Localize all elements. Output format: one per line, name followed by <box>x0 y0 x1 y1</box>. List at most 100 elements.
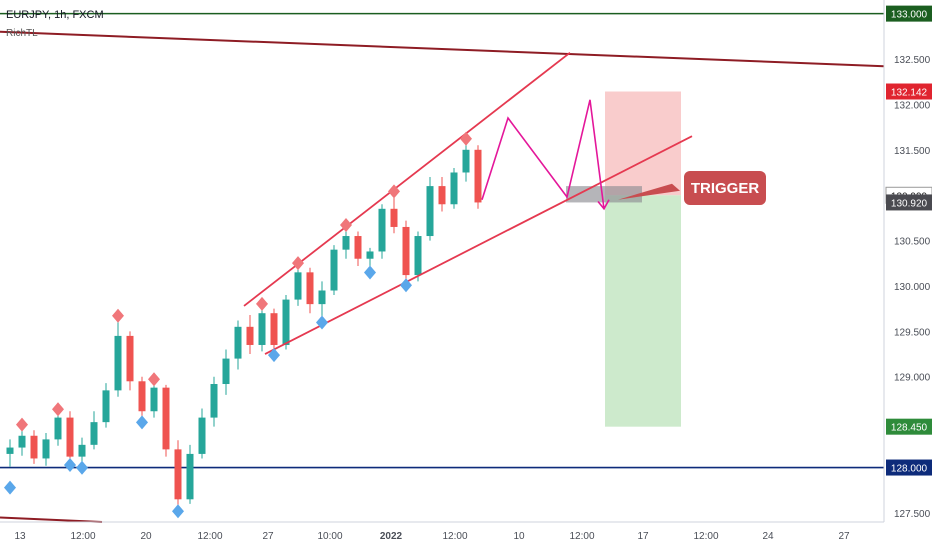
time-tick-label: 12:00 <box>197 531 222 542</box>
candle-body[interactable] <box>270 313 278 345</box>
candle-body[interactable] <box>330 249 338 291</box>
candle-body[interactable] <box>318 290 326 305</box>
swing-low-marker <box>136 415 148 430</box>
candle-body[interactable] <box>198 417 206 454</box>
candle-body[interactable] <box>234 326 242 359</box>
time-tick-label: 12:00 <box>442 531 467 542</box>
swing-low-marker <box>316 315 328 330</box>
swing-low-marker <box>268 348 280 363</box>
swing-low-marker <box>172 504 184 519</box>
price-label-text: 128.000 <box>891 464 928 475</box>
channel-lower-line[interactable] <box>264 135 693 355</box>
price-tick-label: 132.000 <box>894 100 931 111</box>
time-tick-label: 2022 <box>380 531 403 542</box>
candle-body[interactable] <box>54 417 62 440</box>
swing-low-marker <box>76 460 88 475</box>
candle-body[interactable] <box>162 387 170 450</box>
candle-body[interactable] <box>126 335 134 382</box>
swing-high-marker <box>148 372 160 387</box>
candle-body[interactable] <box>414 236 422 276</box>
swing-low-marker <box>364 265 376 280</box>
symbol-title: EURJPY, 1h, FXCM <box>6 9 104 21</box>
swing-high-marker <box>460 131 472 146</box>
price-label-text: 133.000 <box>891 10 928 21</box>
time-tick-label: 12:00 <box>70 531 95 542</box>
candle-body[interactable] <box>18 435 26 448</box>
time-tick-label: 17 <box>637 531 649 542</box>
price-tick-label: 131.500 <box>894 146 931 157</box>
projection-arrowhead <box>597 199 610 211</box>
candle-body[interactable] <box>138 381 146 412</box>
candle-body[interactable] <box>306 272 314 305</box>
candle-body[interactable] <box>450 172 458 205</box>
take-profit-zone <box>605 195 681 427</box>
candle-body[interactable] <box>258 313 266 345</box>
swing-high-marker <box>340 217 352 232</box>
candle-body[interactable] <box>78 444 86 457</box>
price-label-text: 128.450 <box>891 423 928 434</box>
candle-body[interactable] <box>186 453 194 500</box>
swing-high-marker <box>256 296 268 311</box>
price-label-text: 132.142 <box>891 88 928 99</box>
swing-high-marker <box>112 308 124 323</box>
candle-body[interactable] <box>294 272 302 300</box>
price-label-text: 130.920 <box>891 198 928 209</box>
candle-body[interactable] <box>210 384 218 418</box>
price-tick-label: 129.500 <box>894 327 931 338</box>
lower-trendline[interactable] <box>0 516 103 523</box>
candle-body[interactable] <box>90 422 98 445</box>
price-tick-label: 130.000 <box>894 282 931 293</box>
time-tick-label: 10 <box>513 531 525 542</box>
candle-body[interactable] <box>462 149 470 173</box>
swing-high-marker <box>292 256 304 271</box>
trigger-pointer <box>618 183 680 200</box>
price-tick-label: 130.500 <box>894 237 931 248</box>
candle-body[interactable] <box>342 236 350 250</box>
time-tick-label: 24 <box>762 531 774 542</box>
candle-body[interactable] <box>66 417 74 457</box>
swing-high-marker <box>52 402 64 417</box>
trigger-label-box[interactable] <box>684 171 766 205</box>
swing-low-marker <box>400 278 412 293</box>
candle-body[interactable] <box>426 186 434 237</box>
swing-low-marker <box>64 457 76 472</box>
candle-body[interactable] <box>114 335 122 391</box>
swing-low-marker <box>4 480 16 495</box>
candle-body[interactable] <box>246 326 254 345</box>
swing-high-marker <box>388 184 400 199</box>
candle-body[interactable] <box>438 186 446 205</box>
projected-path[interactable] <box>481 99 605 209</box>
candle-body[interactable] <box>354 236 362 259</box>
price-label-last <box>886 194 932 211</box>
price-tick-label: 132.500 <box>894 55 931 66</box>
candle-body[interactable] <box>42 439 50 459</box>
candle-body[interactable] <box>282 299 290 345</box>
time-tick-label: 10:00 <box>317 531 342 542</box>
candle-body[interactable] <box>6 447 14 454</box>
candle-body[interactable] <box>102 390 110 423</box>
candle-body[interactable] <box>390 208 398 227</box>
time-tick-label: 12:00 <box>569 531 594 542</box>
candle-body[interactable] <box>366 251 374 259</box>
price-label-level-green <box>886 5 932 22</box>
candle-body[interactable] <box>378 208 386 252</box>
indicator-name: RichTL <box>6 28 38 39</box>
trigger-label: TRIGGER <box>691 180 760 197</box>
price-label-target <box>886 418 932 435</box>
stop-loss-zone <box>605 91 681 196</box>
candle-body[interactable] <box>30 435 38 459</box>
candle-body[interactable] <box>150 387 158 412</box>
candle-body[interactable] <box>402 226 410 276</box>
long-trendline[interactable] <box>0 30 885 68</box>
time-tick-label: 12:00 <box>693 531 718 542</box>
candle-body[interactable] <box>474 149 482 203</box>
time-tick-label: 20 <box>140 531 152 542</box>
time-tick-label: 27 <box>838 531 850 542</box>
candle-body[interactable] <box>174 449 182 500</box>
time-tick-label: 13 <box>14 531 26 542</box>
price-tick-label: 129.000 <box>894 373 931 384</box>
candle-body[interactable] <box>222 358 230 385</box>
price-label-stop <box>886 83 932 100</box>
